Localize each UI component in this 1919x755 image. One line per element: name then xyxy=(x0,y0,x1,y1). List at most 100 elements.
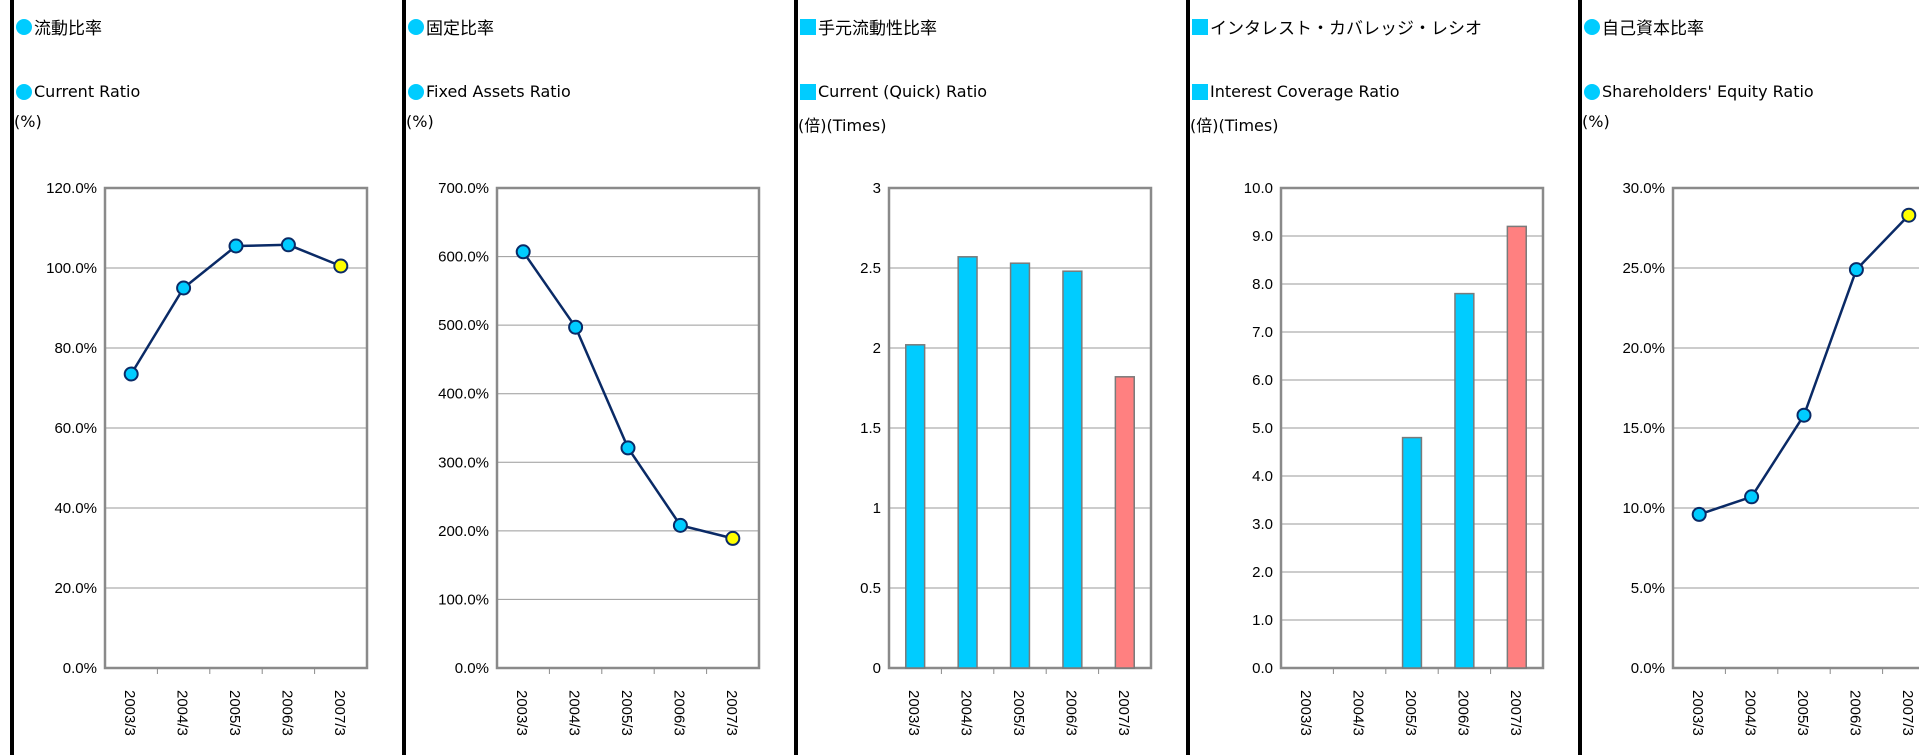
data-point xyxy=(1744,489,1760,505)
chart-title-jp-text: 固定比率 xyxy=(426,19,494,39)
plot-area xyxy=(495,186,761,670)
x-tick-label: 2005/3 xyxy=(1794,690,1811,736)
y-tick-label: 0.0% xyxy=(1631,660,1665,677)
y-tick-label: 80.0% xyxy=(54,340,97,357)
bar xyxy=(1062,270,1083,669)
y-tick-label: 15.0% xyxy=(1622,420,1665,437)
y-tick-label: 2.5 xyxy=(860,260,881,277)
circle-bullet-icon xyxy=(1584,18,1600,35)
y-tick-label: 20.0% xyxy=(54,580,97,597)
chart-title-en-text: Interest Coverage Ratio xyxy=(1210,82,1400,101)
series-line xyxy=(130,243,342,375)
chart-title-en: Current Ratio xyxy=(16,82,140,101)
data-point xyxy=(1901,207,1917,223)
series-line xyxy=(1698,214,1910,516)
circle-bullet-icon xyxy=(408,83,424,100)
data-point xyxy=(1691,506,1707,522)
bar xyxy=(1454,292,1475,669)
data-point xyxy=(568,319,584,335)
square-bullet-icon xyxy=(1192,83,1208,100)
data-point xyxy=(672,517,688,533)
y-tick-label: 60.0% xyxy=(54,420,97,437)
chart-unit: (%) xyxy=(406,112,434,131)
data-point xyxy=(176,280,192,296)
y-tick-label: 6.0 xyxy=(1252,372,1273,389)
data-point xyxy=(228,238,244,254)
x-tick-label: 2004/3 xyxy=(566,690,583,736)
x-tick-label: 2003/3 xyxy=(1689,690,1706,736)
y-tick-label: 0 xyxy=(873,660,881,677)
square-bullet-icon xyxy=(1192,18,1208,35)
data-point xyxy=(620,440,636,456)
x-tick-label: 2007/3 xyxy=(1507,690,1524,736)
panel-current-ratio: 流動比率 Current Ratio (%) 0.0% 20.0% 40.0% 60.… xyxy=(10,0,369,755)
series-line xyxy=(522,251,734,540)
y-tick-label: 7.0 xyxy=(1252,324,1273,341)
x-tick-label: 2006/3 xyxy=(670,690,687,736)
x-tick-label: 2007/3 xyxy=(331,690,348,736)
chart-title-jp: 手元流動性比率 xyxy=(800,14,937,39)
bar xyxy=(1401,436,1423,669)
y-tick-label: 2.0 xyxy=(1252,564,1273,581)
chart-quick-ratio: 0 0.5 1 1.5 2 2.5 3 2003/3 2004/3 2005/3 2006/3 200… xyxy=(860,180,1153,736)
y-tick-label: 0.5 xyxy=(860,580,881,597)
bar xyxy=(1506,225,1527,669)
x-tick-label: 2005/3 xyxy=(1010,690,1027,736)
chart-title-en-text: Current Ratio xyxy=(34,82,141,101)
x-tick-label: 2005/3 xyxy=(618,690,635,736)
circle-bullet-icon xyxy=(408,18,424,35)
y-tick-label: 600.0% xyxy=(438,249,489,266)
chart-shareholders-equity-ratio: 0.0% 5.0% 10.0% 15.0% 20.0% 25.0% 30.0% 2003/3 2… xyxy=(1622,180,1919,736)
y-tick-label: 100.0% xyxy=(46,260,97,277)
y-tick-label: 1 xyxy=(873,500,881,517)
y-tick-label: 100.0% xyxy=(438,591,489,608)
chart-title-jp-text: 手元流動性比率 xyxy=(818,19,937,39)
y-tick-label: 0.0% xyxy=(455,660,489,677)
chart-title-jp: インタレスト・カバレッジ・レシオ xyxy=(1192,14,1482,39)
chart-title-jp: 流動比率 xyxy=(16,14,102,39)
panel-fixed-assets-ratio: 固定比率 Fixed Assets Ratio (%) 0.0% 100.0% 20… xyxy=(402,0,761,755)
x-tick-label: 2007/3 xyxy=(1115,690,1132,736)
y-tick-label: 10.0% xyxy=(1622,500,1665,517)
data-point xyxy=(123,366,139,382)
square-bullet-icon xyxy=(800,18,816,35)
y-tick-label: 120.0% xyxy=(46,180,97,197)
x-tick-label: 2004/3 xyxy=(1350,690,1367,736)
bar xyxy=(1009,262,1031,669)
chart-title-en: Fixed Assets Ratio xyxy=(408,82,571,101)
x-tick-label: 2003/3 xyxy=(121,690,138,736)
y-tick-label: 5.0 xyxy=(1252,420,1273,437)
y-tick-label: 1.5 xyxy=(860,420,881,437)
y-tick-label: 300.0% xyxy=(438,454,489,471)
x-tick-label: 2005/3 xyxy=(1402,690,1419,736)
y-tick-label: 4.0 xyxy=(1252,468,1273,485)
y-tick-label: 8.0 xyxy=(1252,276,1273,293)
y-tick-label: 40.0% xyxy=(54,500,97,517)
x-tick-label: 2003/3 xyxy=(513,690,530,736)
chart-title-en-text: Fixed Assets Ratio xyxy=(426,82,571,101)
x-tick-label: 2006/3 xyxy=(278,690,295,736)
chart-title-en: Interest Coverage Ratio xyxy=(1192,82,1400,101)
y-tick-label: 400.0% xyxy=(438,386,489,403)
plot-area xyxy=(103,186,369,670)
chart-title-en-text: Shareholders' Equity Ratio xyxy=(1602,82,1814,101)
chart-title-jp-text: 自己資本比率 xyxy=(1602,19,1704,39)
chart-title-en: Current (Quick) Ratio xyxy=(800,82,987,101)
data-point xyxy=(515,244,531,260)
chart-interest-coverage-ratio: 0.0 1.0 2.0 3.0 4.0 5.0 6.0 7.0 8.0 9.0 10.0 2003/3… xyxy=(1244,180,1545,736)
circle-bullet-icon xyxy=(1584,83,1600,100)
x-tick-label: 2007/3 xyxy=(723,690,740,736)
x-tick-label: 2005/3 xyxy=(226,690,243,736)
chart-fixed-assets-ratio: 0.0% 100.0% 200.0% 300.0% 400.0% 500.0% 600.0%… xyxy=(438,180,761,736)
y-tick-label: 0.0% xyxy=(63,660,97,677)
chart-unit: (%) xyxy=(14,112,42,131)
x-tick-label: 2004/3 xyxy=(1742,690,1759,736)
data-point xyxy=(333,258,349,274)
y-tick-label: 3.0 xyxy=(1252,516,1273,533)
x-tick-label: 2006/3 xyxy=(1062,690,1079,736)
chart-title-en-text: Current (Quick) Ratio xyxy=(818,82,988,101)
x-tick-label: 2007/3 xyxy=(1899,690,1916,736)
y-tick-label: 3 xyxy=(873,180,881,197)
data-point xyxy=(1796,407,1812,423)
circle-bullet-icon xyxy=(16,83,32,100)
